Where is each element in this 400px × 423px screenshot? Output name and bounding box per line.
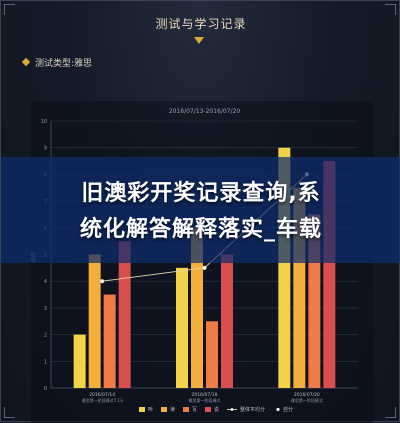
x-tick-label: 2016/07/18	[192, 392, 218, 398]
overlay-title-line-2: 统化解答解释落实_车载	[79, 217, 322, 242]
legend-swatch	[139, 407, 145, 412]
legend-swatch	[205, 407, 211, 412]
caret-down-icon[interactable]	[194, 37, 204, 44]
legend-label: 整体平均分	[240, 406, 265, 413]
y-tick-label: 10	[41, 119, 47, 125]
y-tick-label: 3	[44, 306, 47, 312]
legend-swatch	[183, 407, 189, 412]
test-type-label: 测试类型:雅思	[35, 59, 93, 69]
legend-label: 说	[214, 406, 219, 413]
page-title: 测试与学习记录	[155, 17, 247, 31]
legend-point-swatch	[276, 407, 280, 412]
y-tick-label: 1	[44, 359, 47, 365]
bar-说	[221, 254, 233, 388]
x-tick-label: 2016/07/20	[294, 392, 320, 398]
overlay-title-line-1: 旧澳彩开奖记录查询,系	[81, 181, 321, 206]
y-tick-label: 0	[44, 386, 47, 392]
x-tick-sublabel: 雅思第一阶段模式	[189, 397, 221, 403]
y-tick-label: 2	[44, 333, 47, 339]
bar-说	[118, 241, 131, 388]
corner-decoration	[4, 407, 15, 418]
bar-写	[206, 321, 218, 388]
bar-写	[103, 294, 116, 388]
corner-decoration	[385, 4, 396, 15]
average-point	[100, 279, 105, 284]
y-tick-label: 9	[44, 146, 47, 152]
legend-label: 写	[192, 407, 197, 413]
test-type-filter[interactable]: 测试类型:雅思	[21, 57, 93, 71]
y-tick-label: 4	[44, 279, 47, 285]
legend-point-swatch	[230, 408, 234, 411]
x-tick-sublabel: 雅思第一阶段模式	[291, 397, 323, 403]
bar-读	[88, 254, 101, 388]
legend-label: 读	[170, 406, 175, 413]
corner-decoration	[4, 4, 15, 15]
header: 测试与学习记录	[1, 1, 400, 53]
average-point	[202, 265, 207, 270]
bar-听	[176, 267, 188, 388]
overlay-banner	[1, 157, 400, 263]
chart-title: 2016/07/13-2016/07/20	[169, 108, 241, 115]
x-tick-label: 2016/07/14	[89, 392, 115, 398]
bar-读	[191, 227, 203, 388]
legend-label: 听	[148, 406, 153, 413]
legend-swatch	[161, 407, 167, 412]
legend-label: 自分	[283, 406, 293, 413]
corner-decoration	[385, 407, 396, 418]
x-tick-sublabel: 雅思第一阶段模式7.13	[82, 397, 123, 403]
bar-听	[73, 334, 86, 388]
